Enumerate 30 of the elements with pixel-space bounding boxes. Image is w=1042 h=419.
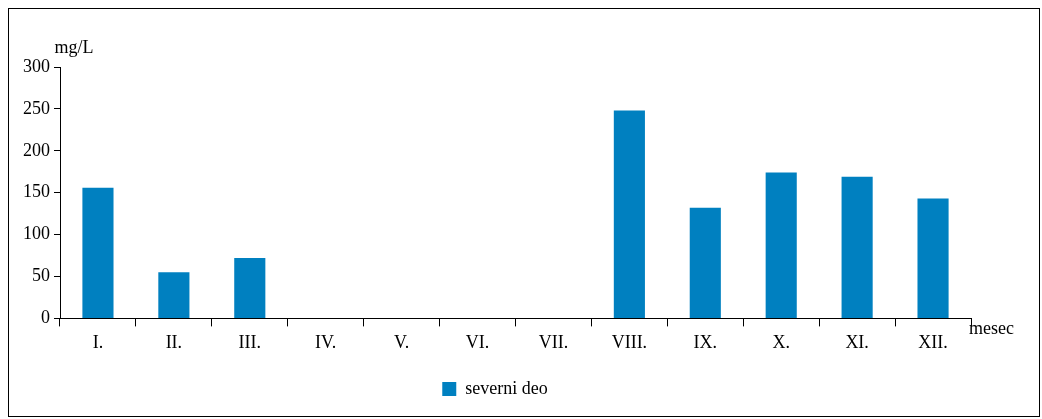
x-axis-title: mesec bbox=[969, 318, 1014, 339]
bar bbox=[613, 110, 645, 318]
y-tick-label: 150 bbox=[23, 181, 50, 202]
y-tick-label: 100 bbox=[23, 223, 50, 244]
bar bbox=[765, 172, 797, 318]
x-tick-label: IV. bbox=[315, 331, 337, 352]
y-axis-title: mg/L bbox=[54, 36, 94, 57]
y-tick-label: 250 bbox=[23, 97, 50, 118]
x-tick-label: II. bbox=[165, 331, 183, 352]
x-tick-label: X. bbox=[772, 331, 790, 352]
y-tick-label: 300 bbox=[23, 55, 50, 76]
bar bbox=[234, 258, 266, 318]
x-tick-label: XII. bbox=[918, 331, 948, 352]
y-tick-label: 0 bbox=[41, 307, 50, 328]
y-tick-label: 200 bbox=[23, 139, 50, 160]
x-tick-label: VII. bbox=[538, 331, 569, 352]
x-tick-label: VI. bbox=[465, 331, 490, 352]
bar bbox=[82, 187, 114, 318]
x-tick-label: V. bbox=[394, 331, 410, 352]
x-tick-label: I. bbox=[92, 331, 104, 352]
y-tick-label: 50 bbox=[32, 265, 50, 286]
x-tick-label: VIII. bbox=[611, 331, 648, 352]
legend-label: severni deo bbox=[465, 377, 548, 398]
x-tick-label: III. bbox=[238, 331, 262, 352]
bar bbox=[689, 207, 721, 318]
bar bbox=[841, 176, 873, 318]
x-tick-label: IX. bbox=[693, 331, 718, 352]
bar bbox=[917, 198, 949, 318]
x-tick-label: XI. bbox=[845, 331, 869, 352]
bar bbox=[158, 272, 190, 318]
